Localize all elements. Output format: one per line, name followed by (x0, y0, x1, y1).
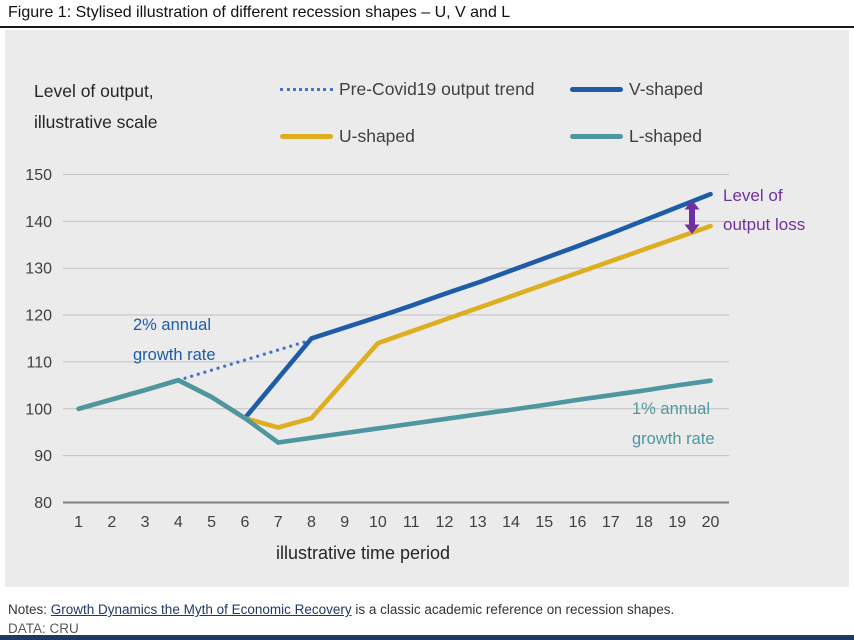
x-tick-label: 14 (502, 514, 520, 531)
x-tick-label: 9 (340, 514, 349, 531)
annotation-1pct-growth: 1% annual growth rate (632, 394, 715, 454)
x-tick-label: 1 (74, 514, 83, 531)
chart-panel (5, 30, 849, 587)
y-tick-label: 120 (25, 308, 52, 325)
x-tick-label: 18 (635, 514, 653, 531)
x-tick-label: 13 (469, 514, 487, 531)
x-tick-label: 7 (274, 514, 283, 531)
y-tick-label: 100 (25, 401, 52, 418)
x-tick-label: 15 (535, 514, 553, 531)
legend-label: L-shaped (629, 125, 702, 146)
y-tick-label: 130 (25, 261, 52, 278)
line-swatch-icon (570, 86, 623, 92)
output-loss-arrow-icon (684, 200, 700, 234)
annotation-output-loss: Level of output loss (723, 181, 805, 239)
x-tick-label: 12 (436, 514, 454, 531)
x-tick-label: 19 (668, 514, 686, 531)
figure-title: Figure 1: Stylised illustration of diffe… (8, 4, 511, 21)
notes-suffix: is a classic academic reference on reces… (351, 602, 675, 617)
x-tick-label: 11 (403, 514, 420, 531)
series-pre-covid19-output-trend (176, 338, 314, 382)
x-tick-label: 3 (141, 514, 150, 531)
legend-item-v-shaped: V-shaped (570, 78, 703, 100)
y-axis-caption-line2: illustrative scale (34, 112, 158, 132)
y-tick-label: 90 (34, 448, 52, 465)
series-l-shaped (76, 377, 713, 445)
y-tick-label: 110 (26, 354, 52, 371)
line-swatch-icon (280, 133, 333, 139)
data-source-line: DATA: CRU (8, 621, 79, 636)
annotation-line: output loss (723, 215, 806, 234)
x-tick-label: 20 (702, 514, 720, 531)
title-underline (0, 26, 854, 28)
legend-item-u-shaped: U-shaped (280, 125, 415, 147)
x-tick-label: 2 (107, 514, 116, 531)
annotation-line: growth rate (133, 346, 216, 364)
legend-item-l-shaped: L-shaped (570, 125, 702, 147)
annotation-2pct-growth: 2% annual growth rate (133, 310, 216, 370)
y-tick-label: 150 (25, 167, 52, 184)
x-tick-label: 8 (307, 514, 316, 531)
annotation-line: growth rate (632, 430, 715, 448)
x-tick-label: 6 (240, 514, 249, 531)
y-tick-label: 140 (25, 214, 52, 231)
y-tick-label: 80 (34, 495, 52, 512)
notes-reference-link[interactable]: Growth Dynamics the Myth of Economic Rec… (50, 602, 352, 617)
line-swatch-icon (570, 133, 623, 139)
x-axis-title: illustrative time period (275, 543, 451, 563)
legend-label: V-shaped (629, 78, 703, 99)
annotation-line: 1% annual (632, 400, 710, 418)
legend-label: U-shaped (339, 125, 415, 146)
y-axis-caption: Level of output, illustrative scale (34, 76, 158, 138)
x-tick-label: 4 (174, 514, 183, 531)
annotation-line: 2% annual (133, 316, 211, 334)
y-axis-caption-line1: Level of output, (34, 81, 154, 101)
annotation-line: Level of (723, 186, 783, 205)
notes-line: Notes: Growth Dynamics the Myth of Econo… (8, 602, 674, 617)
legend-label: Pre-Covid19 output trend (339, 78, 535, 99)
x-tick-label: 5 (207, 514, 216, 531)
footer-bar (0, 635, 854, 640)
dotted-line-swatch-icon (280, 87, 333, 91)
x-tick-label: 17 (602, 514, 620, 531)
x-tick-label: 16 (569, 514, 587, 531)
series-v-shaped (76, 191, 713, 421)
legend-item-precovid-trend: Pre-Covid19 output trend (280, 78, 535, 100)
notes-prefix: Notes: (8, 602, 51, 617)
x-tick-label: 10 (369, 514, 387, 531)
